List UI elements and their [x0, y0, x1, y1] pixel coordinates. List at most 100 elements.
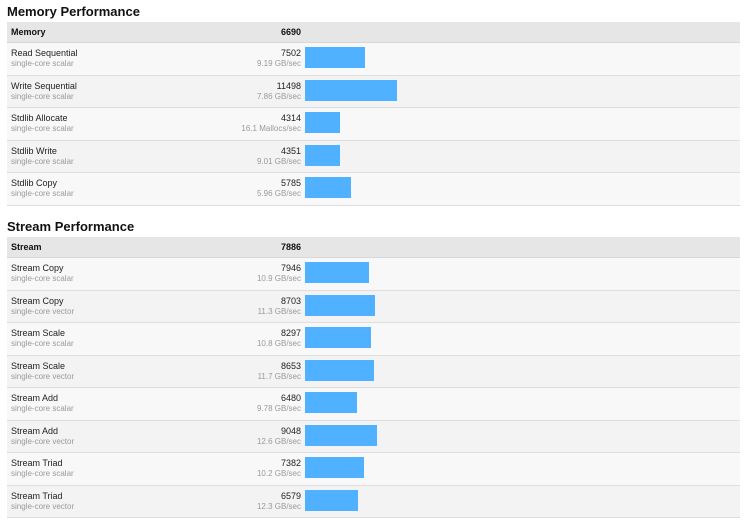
memory-header-score: 6690	[280, 27, 301, 37]
benchmark-name: Stream Add	[11, 393, 59, 404]
bar-cell	[305, 76, 735, 108]
benchmark-mode: single-core vector	[11, 436, 75, 446]
row-value-cell: 7502 9.19 GB/sec	[206, 48, 301, 69]
benchmark-score: 8653	[280, 360, 301, 371]
row-label-cell: Stdlib Allocate single-core scalar	[7, 113, 206, 134]
benchmark-mode: single-core scalar	[11, 469, 74, 479]
benchmark-rate: 9.78 GB/sec	[256, 404, 301, 414]
table-row: Write Sequential single-core scalar 11498 7…	[7, 75, 740, 108]
score-bar	[305, 489, 358, 511]
benchmark-name: Stdlib Allocate	[11, 113, 68, 124]
benchmark-name: Stream Triad	[11, 490, 63, 501]
score-bar	[305, 47, 365, 68]
benchmark-mode: single-core scalar	[11, 274, 74, 284]
benchmark-rate: 11.3 GB/sec	[257, 306, 301, 316]
benchmark-rate: 12.3 GB/sec	[256, 501, 301, 511]
bar-cell	[305, 43, 735, 75]
benchmark-name: Stream Copy	[11, 263, 64, 274]
row-value-cell: 4314 16.1 Mallocs/sec	[206, 113, 301, 134]
benchmark-mode: single-core scalar	[11, 124, 74, 134]
bar-cell	[305, 323, 735, 355]
benchmark-name: Read Sequential	[11, 48, 78, 59]
benchmark-score: 8297	[280, 328, 301, 339]
memory-section-title: Memory Performance	[7, 4, 140, 19]
benchmark-score: 9048	[280, 425, 301, 436]
bar-cell	[305, 141, 735, 173]
bar-cell	[305, 486, 735, 518]
row-value-cell: 4351 9.01 GB/sec	[206, 146, 301, 167]
score-bar	[305, 392, 357, 413]
table-row: Stream Copy single-core scalar 7946 10.9 GB…	[7, 258, 740, 291]
stream-performance-section: Stream Performance Stream 7886 Stream Co…	[0, 219, 740, 518]
score-bar	[305, 262, 369, 283]
benchmark-score: 5785	[280, 178, 301, 189]
table-row: Stream Scale single-core vector 8653 11.7 G…	[7, 355, 740, 388]
score-bar	[305, 294, 375, 316]
bar-cell	[305, 108, 735, 140]
benchmark-score: 7946	[280, 263, 301, 274]
benchmark-mode: single-core scalar	[11, 91, 74, 101]
stream-header-label: Stream	[11, 242, 42, 252]
benchmark-score: 6579	[280, 490, 301, 501]
benchmark-name: Stream Copy	[11, 295, 64, 306]
table-row: Stream Scale single-core scalar 8297 10.8 G…	[7, 323, 740, 356]
benchmark-score: 4314	[280, 113, 301, 124]
row-label-cell: Stream Add single-core vector	[7, 426, 206, 447]
score-bar	[305, 144, 340, 166]
row-value-cell: 5785 5.96 GB/sec	[206, 178, 301, 199]
benchmark-mode: single-core scalar	[11, 189, 74, 199]
stream-rows: Stream Copy single-core scalar 7946 10.9 GB…	[7, 258, 740, 518]
table-row: Read Sequential single-core scalar 7502 9.1…	[7, 43, 740, 76]
bar-cell	[305, 258, 735, 290]
benchmark-name: Stream Scale	[11, 360, 66, 371]
benchmark-rate: 9.01 GB/sec	[256, 156, 301, 166]
score-bar	[305, 79, 397, 101]
benchmark-score: 7382	[280, 458, 301, 469]
row-label-cell: Stream Triad single-core scalar	[7, 458, 206, 479]
benchmark-name: Stdlib Copy	[11, 178, 58, 189]
table-row: Stdlib Copy single-core scalar 5785 5.96 GB…	[7, 173, 740, 206]
stream-section-title: Stream Performance	[7, 219, 135, 234]
benchmark-rate: 10.9 GB/sec	[256, 274, 301, 284]
bar-cell	[305, 421, 735, 453]
benchmark-mode: single-core scalar	[11, 156, 74, 166]
row-label-cell: Stream Copy single-core vector	[7, 296, 206, 317]
score-bar	[305, 424, 377, 446]
benchmark-rate: 5.96 GB/sec	[256, 189, 301, 199]
score-bar	[305, 359, 374, 381]
benchmark-rate: 16.1 Mallocs/sec	[241, 124, 301, 134]
memory-header-row: Memory 6690	[7, 22, 740, 43]
score-bar	[305, 457, 364, 478]
benchmark-rate: 11.7 GB/sec	[257, 371, 301, 381]
benchmark-rate: 12.6 GB/sec	[256, 436, 301, 446]
benchmark-score: 7502	[280, 48, 301, 59]
benchmark-rate: 9.19 GB/sec	[256, 59, 301, 69]
bar-cell	[305, 356, 735, 388]
score-bar	[305, 112, 340, 133]
row-label-cell: Stdlib Copy single-core scalar	[7, 178, 206, 199]
memory-rows: Read Sequential single-core scalar 7502 9.1…	[7, 43, 740, 206]
row-value-cell: 11498 7.86 GB/sec	[206, 81, 301, 102]
benchmark-name: Stream Add	[11, 425, 59, 436]
row-value-cell: 7946 10.9 GB/sec	[206, 263, 301, 284]
benchmark-rate: 10.8 GB/sec	[256, 339, 301, 349]
benchmark-name: Stream Triad	[11, 458, 63, 469]
memory-header-label: Memory	[11, 27, 46, 37]
benchmark-mode: single-core scalar	[11, 59, 74, 69]
benchmark-name: Stream Scale	[11, 328, 66, 339]
benchmark-score: 11498	[276, 80, 301, 91]
table-row: Stdlib Write single-core scalar 4351 9.01 G…	[7, 140, 740, 173]
benchmark-score: 8703	[280, 295, 301, 306]
stream-header-row: Stream 7886	[7, 237, 740, 258]
row-label-cell: Write Sequential single-core scalar	[7, 81, 206, 102]
row-label-cell: Stdlib Write single-core scalar	[7, 146, 206, 167]
table-row: Stream Add single-core scalar 6480 9.78 GB/…	[7, 388, 740, 421]
benchmark-mode: single-core scalar	[11, 339, 74, 349]
table-row: Stream Add single-core vector 9048 12.6 GB/…	[7, 420, 740, 453]
bar-cell	[305, 388, 735, 420]
row-label-cell: Stream Scale single-core vector	[7, 361, 206, 382]
table-row: Stdlib Allocate single-core scalar 4314 16.…	[7, 108, 740, 141]
table-row: Stream Triad single-core vector 6579 12.3 G…	[7, 485, 740, 518]
row-value-cell: 8653 11.7 GB/sec	[206, 361, 301, 382]
row-label-cell: Read Sequential single-core scalar	[7, 48, 206, 69]
